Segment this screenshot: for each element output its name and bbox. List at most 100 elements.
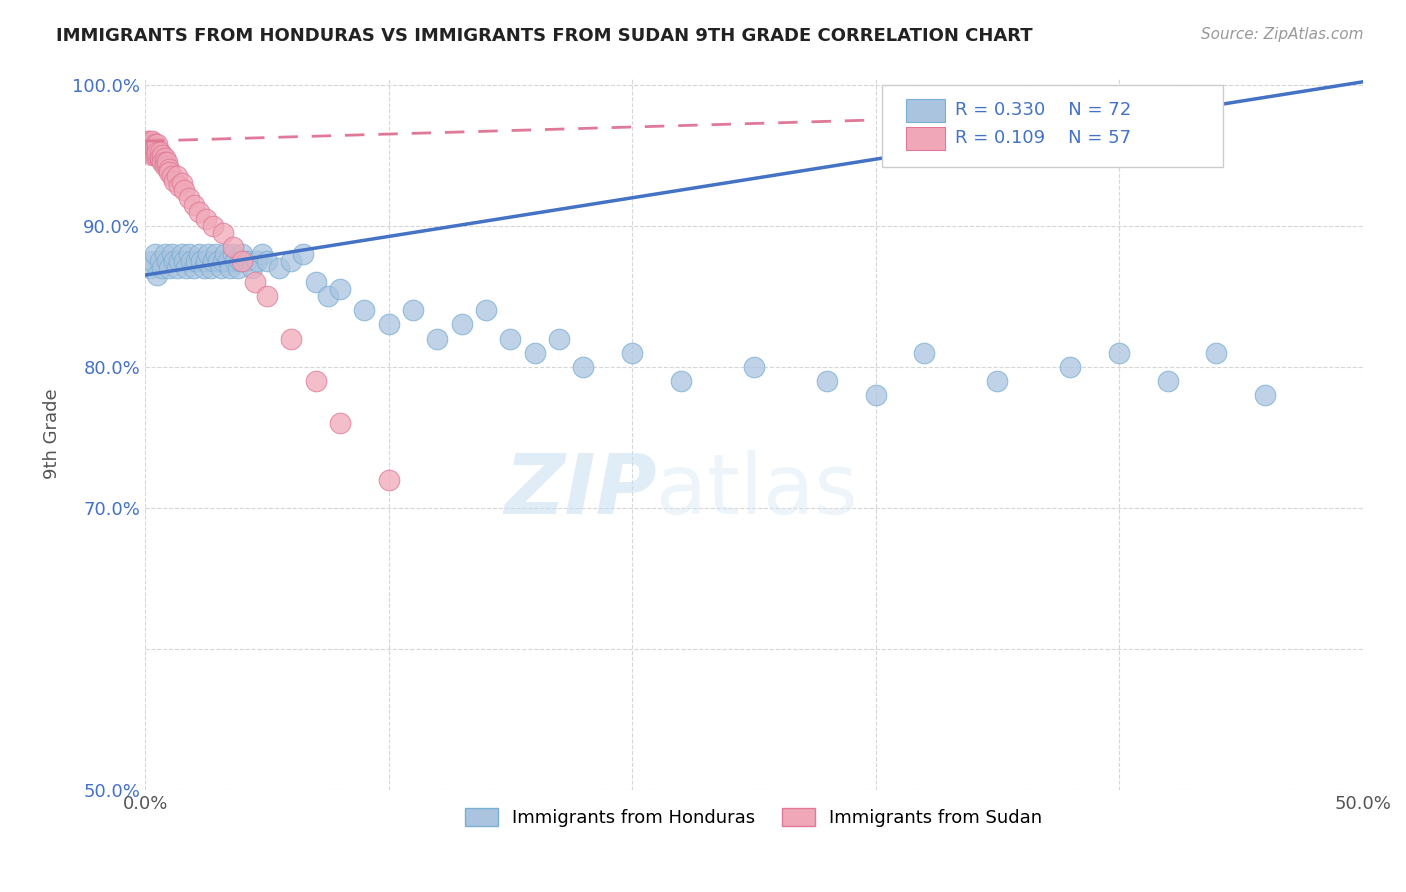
FancyBboxPatch shape <box>905 99 945 122</box>
Point <box>149 148 172 162</box>
Point <box>150 261 173 276</box>
Point <box>912 345 935 359</box>
Text: atlas: atlas <box>657 450 858 532</box>
Point <box>141 141 163 155</box>
Point <box>226 261 249 276</box>
Point <box>353 303 375 318</box>
Point <box>240 261 263 276</box>
Text: R = 0.330    N = 72: R = 0.330 N = 72 <box>955 101 1130 119</box>
Point <box>246 254 269 268</box>
Point <box>212 226 235 240</box>
Point <box>193 261 215 276</box>
Point <box>141 141 163 155</box>
Y-axis label: 9th Grade: 9th Grade <box>44 388 60 479</box>
Point <box>139 141 162 155</box>
Point <box>170 177 193 191</box>
Point <box>150 151 173 165</box>
Point <box>153 160 176 174</box>
Point <box>187 204 209 219</box>
Point <box>163 173 186 187</box>
Point <box>200 261 222 276</box>
Point <box>222 240 245 254</box>
Point <box>669 374 692 388</box>
Point <box>159 165 181 179</box>
Point <box>149 145 172 160</box>
Point <box>250 247 273 261</box>
Point <box>173 254 195 268</box>
Point <box>159 261 181 276</box>
Point <box>141 148 163 162</box>
Point <box>167 179 190 194</box>
Point <box>231 254 253 268</box>
Point <box>304 275 326 289</box>
Text: IMMIGRANTS FROM HONDURAS VS IMMIGRANTS FROM SUDAN 9TH GRADE CORRELATION CHART: IMMIGRANTS FROM HONDURAS VS IMMIGRANTS F… <box>56 27 1033 45</box>
Point <box>280 332 302 346</box>
Point <box>197 247 219 261</box>
Point <box>136 136 159 151</box>
Point <box>202 254 225 268</box>
Point <box>160 169 183 184</box>
Point <box>146 145 169 160</box>
Point <box>742 359 765 374</box>
Point <box>219 261 242 276</box>
Point <box>186 254 208 268</box>
Point <box>1205 345 1227 359</box>
FancyBboxPatch shape <box>882 85 1223 167</box>
Point <box>231 247 253 261</box>
Point <box>153 247 176 261</box>
Point <box>475 303 498 318</box>
Text: R = 0.109    N = 57: R = 0.109 N = 57 <box>955 129 1130 147</box>
Point <box>202 219 225 233</box>
Point <box>159 162 181 177</box>
Point <box>141 136 163 151</box>
Point <box>194 211 217 226</box>
Point <box>267 261 290 276</box>
Point <box>183 261 205 276</box>
Point <box>156 160 179 174</box>
Point <box>156 254 179 268</box>
Point <box>187 247 209 261</box>
Point <box>153 151 176 165</box>
Point <box>499 332 522 346</box>
Point <box>1254 388 1277 402</box>
Point <box>209 261 232 276</box>
Point <box>815 374 838 388</box>
Text: Source: ZipAtlas.com: Source: ZipAtlas.com <box>1201 27 1364 42</box>
Point <box>224 254 246 268</box>
Point <box>143 141 166 155</box>
Point <box>139 145 162 160</box>
Point <box>160 247 183 261</box>
Point <box>136 141 159 155</box>
Point <box>214 247 236 261</box>
Point <box>149 151 172 165</box>
Point <box>329 416 352 430</box>
Point <box>377 318 399 332</box>
Point <box>204 247 226 261</box>
Point <box>141 145 163 160</box>
Point <box>1157 374 1180 388</box>
Point <box>865 388 887 402</box>
Point <box>212 254 235 268</box>
Point <box>149 254 172 268</box>
Point <box>316 289 339 303</box>
Point <box>183 197 205 211</box>
Point <box>146 148 169 162</box>
Point <box>146 136 169 151</box>
Point <box>243 275 266 289</box>
Point <box>136 134 159 148</box>
Point <box>143 141 166 155</box>
Point <box>986 374 1008 388</box>
Point <box>236 254 259 268</box>
Point <box>329 282 352 296</box>
Point <box>177 247 200 261</box>
Point <box>304 374 326 388</box>
Point <box>166 169 188 184</box>
Point <box>190 254 212 268</box>
Point <box>280 254 302 268</box>
Point <box>146 145 169 160</box>
Point <box>139 136 162 151</box>
Point <box>292 247 315 261</box>
Point <box>402 303 425 318</box>
Point <box>450 318 472 332</box>
Point <box>146 268 169 282</box>
